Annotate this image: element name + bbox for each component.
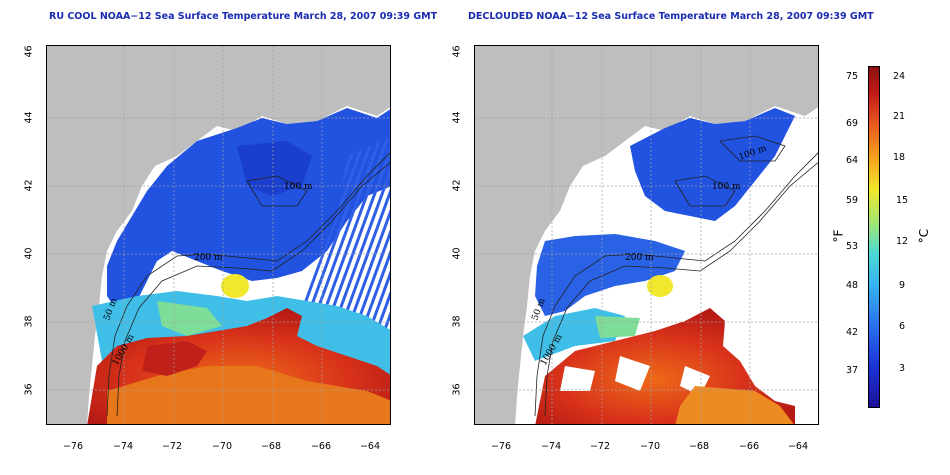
- fahrenheit-tick: 64: [846, 155, 859, 166]
- contour-label-200m-left: 200 m: [194, 253, 223, 263]
- graticule-right: [475, 46, 818, 424]
- y-tick-label: 42: [451, 179, 463, 192]
- fahrenheit-tick: 37: [846, 365, 859, 376]
- y-tick-label: 40: [451, 247, 463, 260]
- celsius-tick: 9: [899, 280, 906, 291]
- x-tick-label: −76: [62, 441, 84, 452]
- fahrenheit-tick: 53: [846, 241, 859, 252]
- temperature-colorbar: [868, 66, 880, 408]
- x-tick-label: −64: [787, 441, 809, 452]
- x-tick-label: −70: [211, 441, 233, 452]
- celsius-tick: 24: [893, 71, 906, 82]
- celsius-tick: 3: [899, 363, 906, 374]
- fahrenheit-tick: 42: [846, 327, 859, 338]
- y-tick-label: 42: [23, 179, 35, 192]
- x-tick-label: −68: [260, 441, 282, 452]
- y-tick-label: 46: [451, 45, 463, 58]
- contour-label-100m-right: 100 m: [712, 182, 741, 192]
- y-tick-label: 36: [23, 383, 35, 396]
- x-tick-label: −74: [112, 441, 134, 452]
- right-sst-map: 100 m 200 m 50 m 1000 m 100 m: [474, 45, 819, 425]
- y-tick-label: 46: [23, 45, 35, 58]
- celsius-tick: 6: [899, 321, 906, 332]
- celsius-tick: 18: [893, 152, 906, 163]
- x-tick-label: −72: [589, 441, 611, 452]
- right-map-title: DECLOUDED NOAA−12 Sea Surface Temperatur…: [468, 11, 874, 22]
- fahrenheit-tick: 59: [846, 195, 859, 206]
- x-tick-label: −76: [490, 441, 512, 452]
- celsius-tick: 21: [893, 111, 906, 122]
- left-sst-map-svg: 100 m 200 m 50 m 1000 m: [47, 46, 390, 424]
- left-map-title: RU COOL NOAA−12 Sea Surface Temperature …: [49, 11, 438, 22]
- land-right: [475, 46, 818, 424]
- contour-label-100m-left: 100 m: [284, 182, 313, 192]
- land-left: [47, 46, 390, 424]
- x-tick-label: −66: [738, 441, 760, 452]
- y-tick-label: 40: [23, 247, 35, 260]
- graticule-left: [47, 46, 390, 424]
- contour-label-200m-right: 200 m: [625, 253, 654, 263]
- celsius-tick: 15: [896, 195, 909, 206]
- fahrenheit-tick: 48: [846, 280, 859, 291]
- fahrenheit-unit-label: °F: [831, 229, 846, 243]
- celsius-tick: 12: [896, 236, 909, 247]
- y-tick-label: 36: [451, 383, 463, 396]
- cold-water-south-right: [535, 234, 685, 316]
- fahrenheit-tick: 75: [846, 71, 859, 82]
- x-tick-label: −66: [310, 441, 332, 452]
- x-tick-label: −72: [161, 441, 183, 452]
- y-tick-label: 38: [23, 315, 35, 328]
- y-tick-label: 38: [451, 315, 463, 328]
- right-sst-map-svg: 100 m 200 m 50 m 1000 m 100 m: [475, 46, 818, 424]
- fahrenheit-tick: 69: [846, 118, 859, 129]
- x-tick-label: −70: [639, 441, 661, 452]
- y-tick-label: 44: [451, 111, 463, 124]
- celsius-unit-label: °C: [917, 228, 932, 244]
- left-sst-map: 100 m 200 m 50 m 1000 m: [46, 45, 391, 425]
- x-tick-label: −64: [359, 441, 381, 452]
- x-tick-label: −74: [540, 441, 562, 452]
- cold-water-left: [107, 108, 390, 311]
- x-tick-label: −68: [688, 441, 710, 452]
- y-tick-label: 44: [23, 111, 35, 124]
